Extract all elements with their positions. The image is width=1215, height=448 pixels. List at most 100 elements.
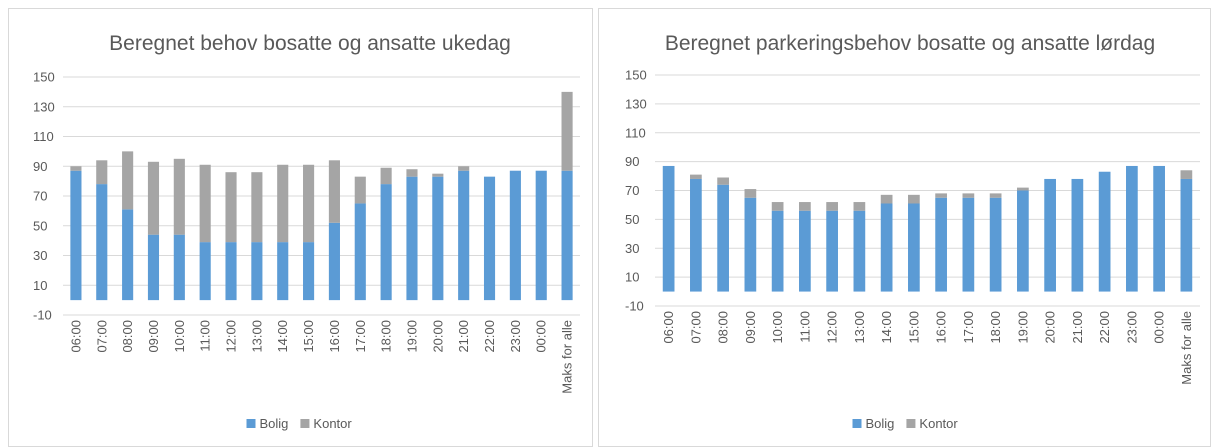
bar: [880, 203, 893, 292]
bar: [690, 174, 702, 179]
bar: [380, 184, 392, 301]
bar: [122, 151, 134, 210]
bar: [1180, 178, 1193, 292]
panel: [8, 8, 593, 447]
bar: [70, 166, 82, 171]
x-tick-label: 00:00: [1152, 311, 1167, 344]
bar: [458, 166, 470, 171]
bar: [535, 170, 547, 301]
legend-label: Kontor: [919, 416, 958, 431]
x-tick-label: 18:00: [988, 311, 1003, 344]
y-tick-label: 110: [33, 129, 54, 144]
y-tick-label: 30: [625, 241, 639, 256]
y-tick-label: 130: [33, 99, 55, 114]
y-tick-label: 50: [33, 218, 47, 233]
legend: Bolig Kontor: [246, 416, 352, 431]
bar: [561, 170, 573, 301]
x-tick-label: Maks for alle: [560, 320, 575, 394]
bar: [744, 197, 757, 292]
x-tick-label: 23:00: [508, 320, 523, 353]
x-tick-label: 17:00: [353, 320, 368, 353]
bar: [70, 170, 82, 301]
bar: [328, 222, 340, 301]
x-tick-label: 12:00: [224, 320, 239, 353]
bar: [717, 177, 729, 185]
legend-swatch: [246, 419, 256, 428]
x-tick-label: 23:00: [1124, 311, 1139, 344]
bar: [908, 194, 920, 204]
x-tick-label: Maks for alle: [1179, 311, 1194, 385]
x-tick-label: 16:00: [327, 320, 342, 353]
y-tick-label: 70: [33, 189, 47, 204]
x-tick-label: 08:00: [120, 320, 135, 353]
bar: [880, 194, 893, 204]
bar: [989, 193, 1002, 198]
y-tick-label: 130: [625, 96, 647, 111]
x-tick-label: 14:00: [879, 311, 894, 344]
x-tick-label: 10:00: [770, 311, 785, 344]
bar: [826, 210, 838, 292]
bar: [826, 202, 838, 211]
x-tick-label: 10:00: [172, 320, 187, 353]
bar: [354, 203, 366, 301]
legend-swatch: [906, 419, 916, 428]
legend-label: Bolig: [866, 416, 895, 431]
bar: [432, 173, 444, 177]
bar: [1017, 190, 1029, 292]
x-tick-label: 15:00: [301, 320, 316, 353]
x-tick-label: 15:00: [906, 311, 921, 344]
x-tick-label: 13:00: [852, 311, 867, 344]
bar: [935, 197, 947, 292]
y-tick-label: 10: [33, 278, 47, 293]
x-tick-label: 00:00: [534, 320, 549, 353]
chart-title: Beregnet behov bosatte og ansatte ukedag: [109, 32, 511, 55]
x-tick-label: 11:00: [797, 311, 812, 343]
y-tick-label: 90: [625, 154, 639, 169]
bar: [935, 193, 947, 198]
x-tick-label: 07:00: [688, 311, 703, 344]
bar: [173, 158, 185, 235]
bar: [173, 234, 185, 301]
bar: [458, 170, 470, 301]
bar: [962, 197, 975, 292]
bar: [962, 193, 975, 198]
legend-swatch: [300, 419, 310, 428]
x-tick-label: 12:00: [825, 311, 840, 344]
x-tick-label: 22:00: [482, 320, 497, 353]
bar: [908, 203, 920, 292]
bar: [690, 178, 702, 292]
bar: [251, 242, 263, 301]
x-tick-label: 19:00: [1015, 311, 1030, 344]
bar: [853, 210, 866, 292]
bar: [744, 189, 757, 198]
x-tick-label: 19:00: [404, 320, 419, 353]
legend-label: Kontor: [313, 416, 352, 431]
bar: [483, 176, 496, 301]
bar: [277, 242, 289, 301]
x-tick-label: 14:00: [275, 320, 290, 353]
legend-swatch: [852, 419, 862, 428]
y-tick-label: 50: [625, 212, 639, 227]
x-tick-label: 11:00: [198, 320, 213, 352]
bar: [1126, 165, 1138, 292]
y-tick-label: -10: [625, 299, 644, 314]
chart-title: Beregnet parkeringsbehov bosatte og ansa…: [664, 32, 1156, 55]
x-tick-label: 20:00: [430, 320, 445, 353]
bar: [799, 202, 811, 211]
bar: [225, 242, 237, 301]
bar: [662, 165, 675, 292]
bar: [303, 164, 315, 243]
bar: [989, 197, 1002, 292]
bar: [1180, 170, 1193, 179]
bar: [96, 184, 108, 301]
bar: [277, 164, 289, 243]
x-tick-label: 16:00: [934, 311, 949, 344]
bar: [251, 172, 263, 243]
y-tick-label: -10: [33, 308, 52, 323]
x-tick-label: 09:00: [146, 320, 161, 353]
bar: [1017, 187, 1029, 191]
bar: [1071, 178, 1084, 292]
x-tick-label: 21:00: [1070, 311, 1085, 344]
